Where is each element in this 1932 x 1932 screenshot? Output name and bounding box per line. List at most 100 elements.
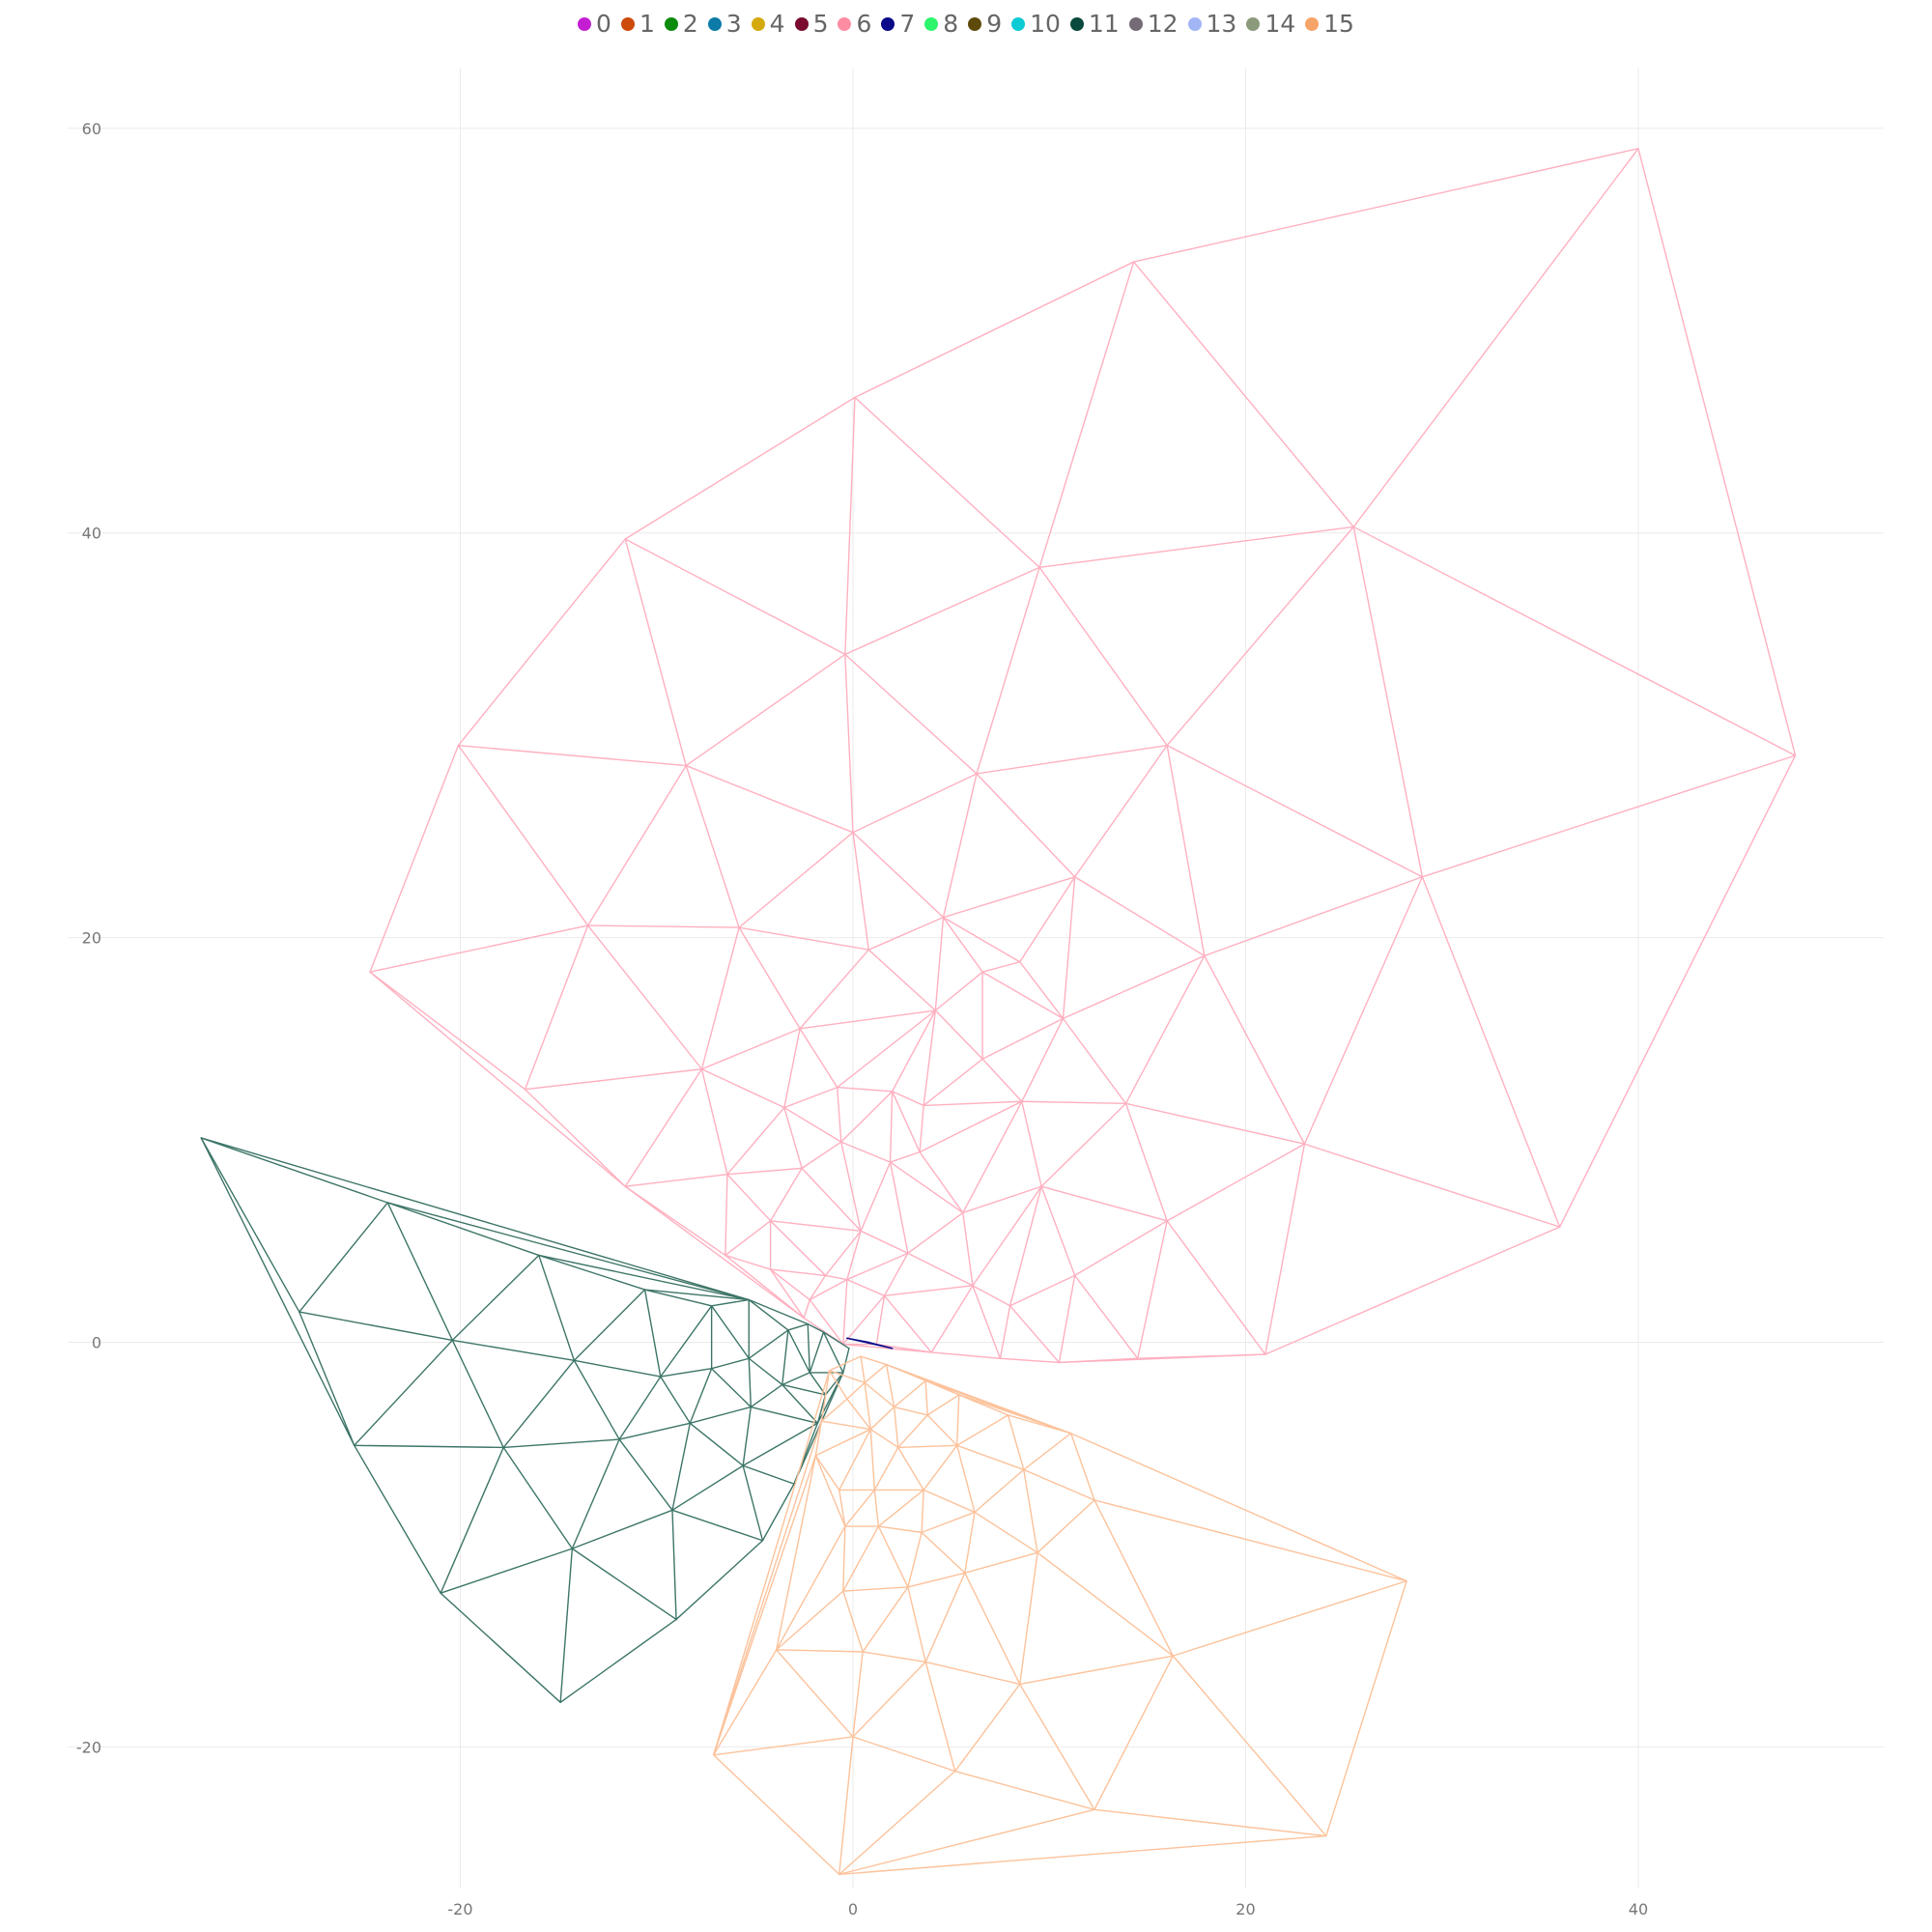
data-point [942, 916, 945, 919]
mesh-edge [943, 876, 1075, 919]
data-point [1203, 954, 1206, 957]
data-point [999, 1357, 1002, 1360]
mesh-edge [1166, 1143, 1305, 1222]
legend-marker [664, 16, 678, 31]
legend-item-6[interactable]: 6 [838, 10, 871, 38]
legend-item-14[interactable]: 14 [1246, 10, 1295, 38]
mesh-edge [738, 926, 869, 951]
data-point [761, 1539, 764, 1542]
data-point [907, 1252, 909, 1255]
mesh-edge [844, 653, 978, 775]
data-point [974, 1511, 976, 1514]
legend-item-2[interactable]: 2 [664, 10, 698, 38]
mesh-edge [1303, 876, 1424, 1145]
mesh-edge [862, 1586, 909, 1653]
data-point [822, 1331, 825, 1333]
data-point [844, 653, 846, 656]
legend-item-1[interactable]: 1 [620, 10, 655, 38]
legend-item-10[interactable]: 10 [1011, 10, 1061, 38]
legend-label: 7 [899, 10, 916, 38]
legend-item-11[interactable]: 11 [1069, 10, 1120, 38]
legend-item-13[interactable]: 13 [1187, 10, 1236, 38]
mesh-edge [776, 1590, 844, 1651]
mesh-edge [776, 1455, 817, 1650]
mesh-edge [742, 1422, 818, 1466]
data-point [961, 1211, 964, 1214]
mesh-edge [934, 1009, 983, 1060]
data-point [1136, 1357, 1139, 1360]
mesh-edge [840, 1141, 862, 1232]
mesh-edge [369, 745, 460, 973]
mesh-edge [838, 1834, 1326, 1876]
mesh-edge [700, 926, 740, 1069]
mesh-edge [962, 1212, 974, 1286]
data-point [502, 1446, 504, 1449]
data-point [814, 1454, 817, 1457]
legend-item-7[interactable]: 7 [881, 10, 915, 38]
mesh-edge [956, 1444, 1025, 1471]
legend-item-8[interactable]: 8 [924, 10, 958, 38]
mesh-edge [298, 1311, 355, 1446]
legend-item-12[interactable]: 12 [1128, 10, 1179, 38]
legend-item-5[interactable]: 5 [794, 10, 828, 38]
mesh-edge [1133, 261, 1354, 527]
mesh-edge [934, 917, 945, 1011]
mesh-edge [503, 1438, 620, 1449]
mesh-edge [842, 1279, 848, 1345]
data-point [1037, 1551, 1038, 1554]
mesh-edge [1637, 148, 1797, 756]
mesh-edge [1559, 754, 1797, 1228]
mesh-edge [369, 924, 588, 973]
mesh-edge [894, 1379, 926, 1408]
data-point [838, 1489, 840, 1492]
legend-label: 15 [1323, 10, 1354, 38]
mesh-edge [770, 1168, 803, 1222]
legend-item-9[interactable]: 9 [968, 10, 1002, 38]
data-point [1058, 1361, 1061, 1364]
legend-label: 12 [1147, 10, 1179, 38]
mesh-edge [525, 1089, 626, 1187]
mesh-edge [860, 1356, 866, 1383]
data-point [907, 1586, 909, 1588]
data-point [750, 1406, 753, 1408]
legend-label: 4 [769, 10, 785, 38]
data-point [877, 1525, 880, 1527]
mesh-edge [942, 773, 978, 918]
mesh-edge [924, 1662, 956, 1772]
mesh-edge [1352, 526, 1796, 756]
mesh-edge [440, 1548, 573, 1594]
data-point [742, 1464, 744, 1467]
mesh-edge [689, 1368, 713, 1424]
mesh-edge [891, 1091, 921, 1152]
mesh-edge [644, 1289, 750, 1301]
mesh-edge [587, 924, 703, 1070]
mesh-edge [1094, 1499, 1407, 1582]
mesh-edge [809, 1278, 848, 1301]
mesh-edge [748, 1298, 789, 1331]
mesh-edge [860, 1230, 909, 1254]
data-point [1069, 1432, 1072, 1435]
mesh-edge [1009, 1274, 1075, 1307]
mesh-edge [440, 1447, 504, 1594]
legend-item-0[interactable]: 0 [578, 10, 611, 38]
legend-item-15[interactable]: 15 [1305, 10, 1354, 38]
data-point [972, 1285, 974, 1287]
data-point [787, 1329, 789, 1331]
mesh-edge [1133, 148, 1639, 263]
mesh-edge [844, 1489, 875, 1527]
data-point [1637, 147, 1639, 150]
mesh-edge [671, 1510, 677, 1620]
mesh-edge [889, 1091, 894, 1163]
mesh-edge [1204, 955, 1306, 1145]
legend-label: 2 [682, 10, 698, 38]
legend-item-4[interactable]: 4 [751, 10, 785, 38]
mesh-edge [713, 1370, 831, 1755]
mesh-edge [892, 1009, 936, 1093]
data-point [803, 1317, 805, 1320]
mesh-edge [844, 654, 854, 833]
mesh-edge [931, 1351, 1001, 1359]
legend-item-3[interactable]: 3 [707, 10, 742, 38]
data-point [844, 1525, 846, 1527]
mesh-edge [700, 1068, 728, 1175]
mesh-edge [776, 1525, 846, 1651]
